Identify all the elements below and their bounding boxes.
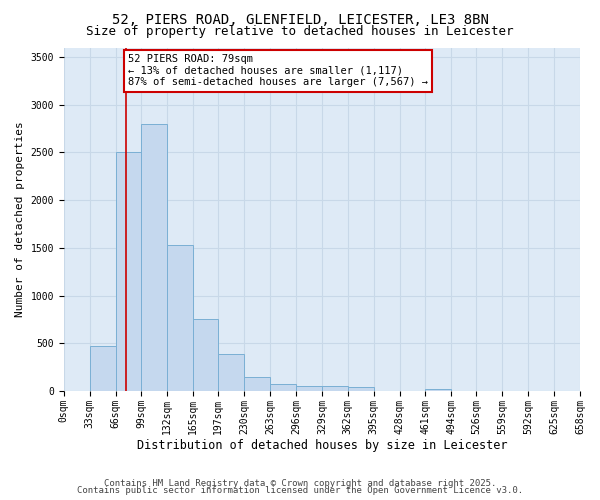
Bar: [193, 320, 218, 391]
Bar: [425, 388, 451, 391]
Bar: [167, 245, 193, 391]
Bar: [322, 386, 348, 391]
Text: Contains HM Land Registry data © Crown copyright and database right 2025.: Contains HM Land Registry data © Crown c…: [104, 478, 496, 488]
Bar: [89, 346, 116, 391]
Text: Size of property relative to detached houses in Leicester: Size of property relative to detached ho…: [86, 25, 514, 38]
Bar: [296, 386, 322, 391]
Bar: [142, 124, 167, 391]
Text: 52 PIERS ROAD: 79sqm
← 13% of detached houses are smaller (1,117)
87% of semi-de: 52 PIERS ROAD: 79sqm ← 13% of detached h…: [128, 54, 428, 88]
Bar: [116, 152, 142, 391]
X-axis label: Distribution of detached houses by size in Leicester: Distribution of detached houses by size …: [137, 440, 507, 452]
Bar: [270, 384, 296, 391]
Y-axis label: Number of detached properties: Number of detached properties: [15, 122, 25, 317]
Bar: [244, 376, 270, 391]
Text: 52, PIERS ROAD, GLENFIELD, LEICESTER, LE3 8BN: 52, PIERS ROAD, GLENFIELD, LEICESTER, LE…: [112, 12, 488, 26]
Bar: [218, 354, 244, 391]
Bar: [348, 387, 374, 391]
Text: Contains public sector information licensed under the Open Government Licence v3: Contains public sector information licen…: [77, 486, 523, 495]
